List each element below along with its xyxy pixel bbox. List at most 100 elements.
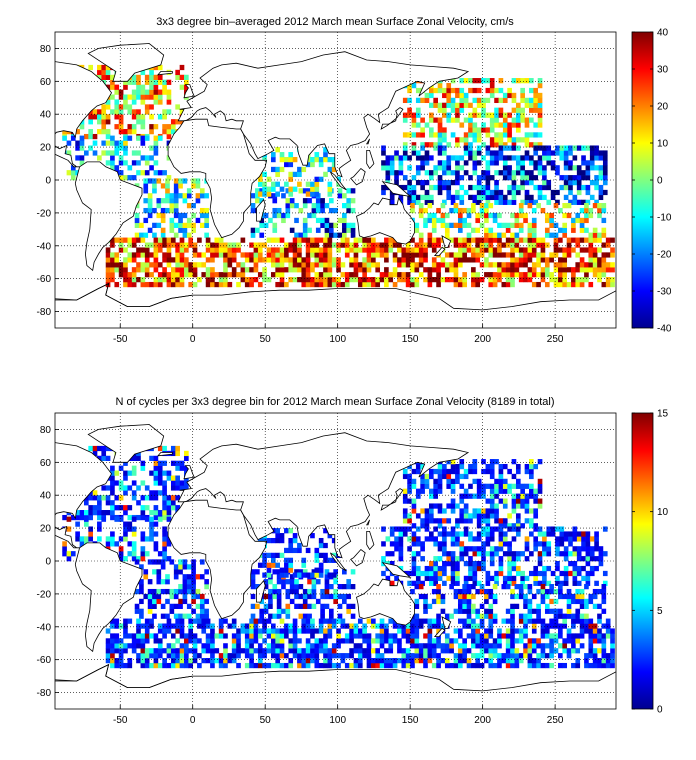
- data-cell: [410, 203, 415, 209]
- data-cell: [420, 97, 425, 104]
- data-cell: [346, 608, 352, 614]
- data-cell: [186, 574, 192, 580]
- data-cell: [236, 653, 241, 659]
- data-cell: [262, 653, 267, 659]
- data-cell: [466, 232, 472, 238]
- data-cell: [149, 94, 154, 100]
- data-cell: [223, 653, 228, 659]
- data-cell: [562, 648, 568, 654]
- data-cell: [152, 569, 157, 575]
- data-cell: [457, 618, 463, 624]
- data-cell: [424, 575, 430, 582]
- data-cell: [466, 584, 472, 590]
- data-cell: [437, 478, 443, 485]
- data-cell: [575, 281, 581, 288]
- data-cell: [340, 262, 346, 268]
- data-cell: [127, 79, 133, 85]
- data-cell: [305, 252, 311, 258]
- data-cell: [179, 119, 185, 125]
- data-cell: [459, 518, 465, 524]
- data-cell: [601, 262, 607, 268]
- data-cell: [131, 99, 137, 105]
- data-cell: [414, 281, 420, 288]
- data-cell: [105, 500, 111, 506]
- data-cell: [350, 603, 356, 609]
- data-cell: [592, 658, 598, 664]
- data-cell: [481, 459, 486, 465]
- data-cell: [110, 485, 115, 491]
- data-cell: [114, 89, 120, 95]
- data-cell: [288, 658, 294, 664]
- data-cell: [140, 495, 146, 501]
- data-cell: [366, 252, 372, 258]
- data-cell: [455, 570, 460, 577]
- data-cell: [610, 653, 615, 659]
- data-cell: [210, 257, 215, 263]
- data-cell: [507, 92, 512, 99]
- data-cell: [575, 638, 581, 644]
- coastline: [74, 161, 143, 272]
- data-cell: [179, 653, 185, 659]
- data-cell: [83, 500, 89, 506]
- data-cell: [488, 212, 494, 219]
- data-cell: [597, 272, 602, 278]
- data-cell: [114, 658, 120, 664]
- data-cell: [310, 533, 315, 539]
- data-cell: [431, 277, 437, 283]
- data-cell: [514, 638, 520, 644]
- data-cell: [601, 207, 607, 214]
- data-cell: [498, 132, 504, 138]
- data-cell: [457, 217, 463, 224]
- data-cell: [444, 633, 450, 639]
- data-cell: [110, 541, 115, 547]
- data-cell: [502, 531, 508, 537]
- data-cell: [415, 150, 421, 156]
- data-cell: [414, 242, 420, 248]
- data-cell: [362, 272, 367, 278]
- data-cell: [424, 526, 430, 532]
- data-cell: [520, 160, 525, 166]
- data-cell: [537, 78, 543, 84]
- data-cell: [236, 247, 241, 253]
- data-cell: [275, 628, 280, 634]
- data-cell: [531, 237, 537, 243]
- data-cell: [485, 526, 491, 532]
- data-cell: [498, 478, 504, 485]
- data-cell: [510, 281, 515, 288]
- data-cell: [566, 613, 572, 619]
- data-cell: [144, 252, 150, 258]
- data-cell: [160, 198, 166, 204]
- data-cell: [227, 623, 233, 629]
- data-cell: [397, 628, 402, 634]
- data-cell: [524, 541, 530, 547]
- data-cell: [579, 623, 585, 629]
- data-cell: [236, 262, 241, 268]
- data-cell: [507, 541, 512, 547]
- data-cell: [442, 541, 447, 547]
- data-cell: [518, 588, 524, 595]
- data-cell: [527, 658, 533, 664]
- data-cell: [479, 613, 485, 619]
- data-cell: [188, 633, 194, 639]
- y-tick-label: 60: [40, 77, 52, 88]
- data-cell: [350, 188, 356, 194]
- data-cell: [437, 127, 443, 133]
- data-cell: [336, 662, 341, 669]
- data-cell: [529, 531, 534, 537]
- coastline: [433, 627, 446, 637]
- data-cell: [498, 473, 504, 480]
- data-cell: [515, 551, 521, 557]
- data-cell: [502, 478, 508, 485]
- data-cell: [136, 150, 141, 156]
- data-cell: [192, 653, 198, 659]
- data-cell: [110, 475, 115, 481]
- data-cell: [510, 633, 515, 639]
- data-cell: [173, 207, 179, 214]
- data-cell: [160, 207, 166, 214]
- data-cell: [462, 593, 467, 600]
- coastline: [381, 180, 412, 198]
- data-cell: [139, 608, 144, 614]
- data-cell: [601, 623, 607, 629]
- data-cell: [272, 588, 278, 595]
- data-cell: [472, 459, 478, 465]
